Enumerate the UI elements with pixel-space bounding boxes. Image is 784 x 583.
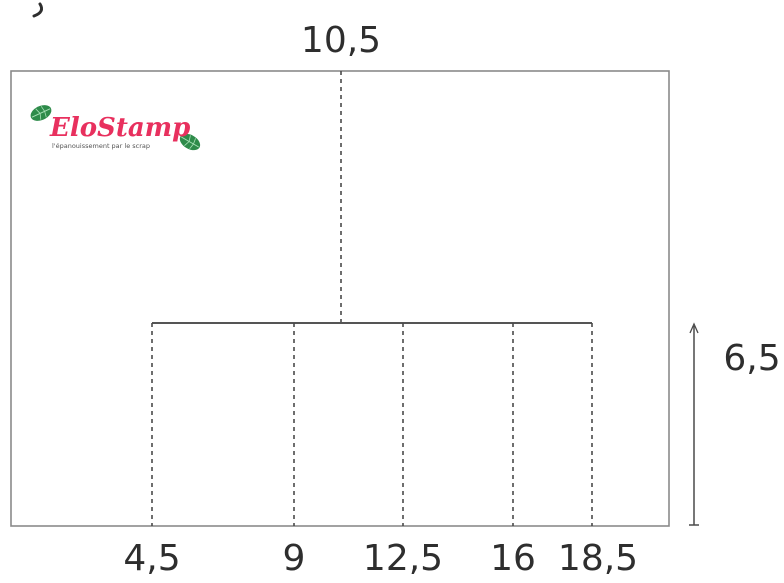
bottom-label-4-5: 4,5 (123, 538, 180, 579)
bottom-label-18-5: 18,5 (558, 538, 638, 579)
height-arrow (689, 322, 699, 526)
logo-title: EloStamp (49, 113, 190, 143)
bottom-label-12-5: 12,5 (363, 538, 443, 579)
bottom-label-16: 16 (490, 538, 536, 579)
monstera-leaf-icon-right (179, 133, 201, 151)
top-dimension-label: 10,5 (301, 20, 381, 61)
arrow-up-icon (689, 322, 699, 334)
card-outline (10, 70, 670, 527)
logo-tagline: l'épanouissement par le scrap (52, 142, 150, 150)
cropped-glyph (32, 2, 43, 18)
elostamp-logo: EloStamp l'épanouissement par le scrap (30, 105, 201, 151)
monstera-leaf-icon (30, 105, 52, 121)
bottom-label-9: 9 (283, 538, 306, 579)
right-dimension-label: 6,5 (723, 338, 780, 379)
